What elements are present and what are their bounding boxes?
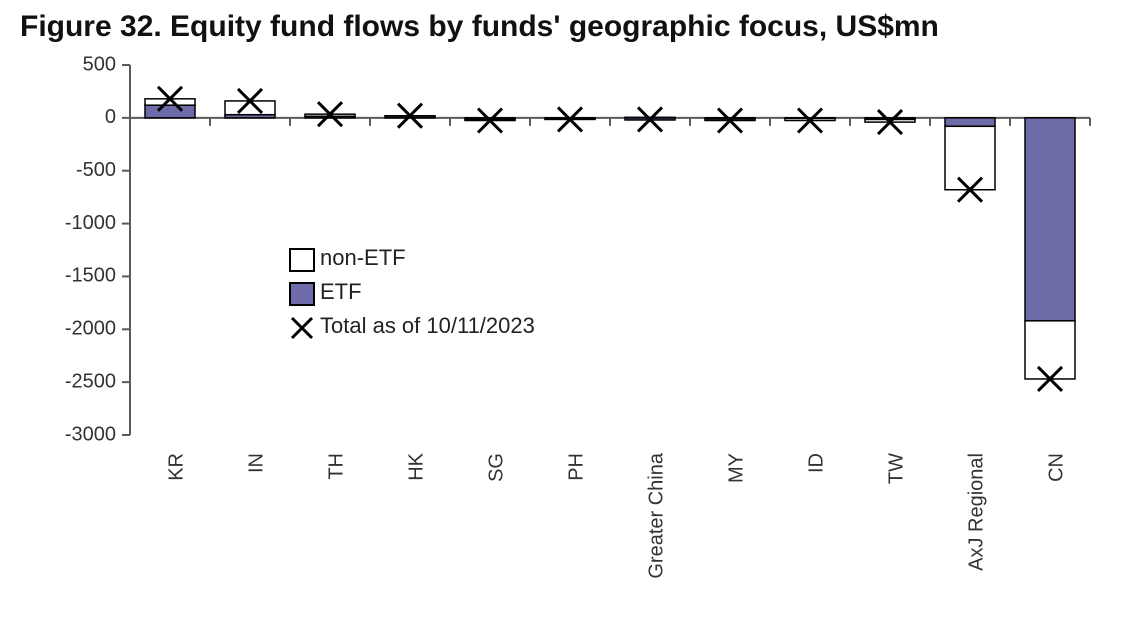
bar-non_etf — [945, 126, 995, 189]
equity-flows-chart: 500 0 -500 -1000 -1500 -2000 -2500 -3000 KR IN TH H… — [20, 55, 1110, 620]
x-axis-label: HK — [405, 452, 427, 480]
bar-etf — [1025, 118, 1075, 321]
svg-text:0: 0 — [105, 106, 116, 128]
bar-etf — [945, 118, 995, 126]
legend-label: ETF — [320, 279, 362, 304]
figure-container: Figure 32. Equity fund flows by funds' g… — [0, 0, 1130, 637]
svg-text:-3000: -3000 — [65, 423, 116, 445]
legend-swatch — [290, 249, 314, 271]
x-axis-label: MY — [725, 453, 747, 483]
svg-text:500: 500 — [83, 55, 116, 75]
x-axis-label: AxJ Regional — [965, 453, 987, 571]
x-axis-label: TH — [325, 453, 347, 480]
legend-swatch — [290, 283, 314, 305]
legend-label: non-ETF — [320, 245, 406, 270]
x-axis-label: CN — [1045, 453, 1067, 482]
x-axis-label: TW — [885, 453, 907, 484]
x-axis-label: SG — [485, 453, 507, 482]
x-axis-label: PH — [565, 453, 587, 481]
bar-non_etf — [1025, 321, 1075, 379]
svg-text:-2000: -2000 — [65, 318, 116, 340]
figure-title: Figure 32. Equity fund flows by funds' g… — [20, 10, 939, 44]
svg-text:-1500: -1500 — [65, 265, 116, 287]
svg-text:-500: -500 — [76, 159, 116, 181]
x-axis-label: Greater China — [645, 452, 667, 578]
legend-label: Total as of 10/11/2023 — [320, 313, 535, 338]
bar-etf — [145, 105, 195, 118]
svg-text:-1000: -1000 — [65, 212, 116, 234]
x-axis-label: IN — [245, 453, 267, 473]
x-axis-label: KR — [165, 453, 187, 481]
svg-text:-2500: -2500 — [65, 370, 116, 392]
x-axis-label: ID — [805, 453, 827, 473]
